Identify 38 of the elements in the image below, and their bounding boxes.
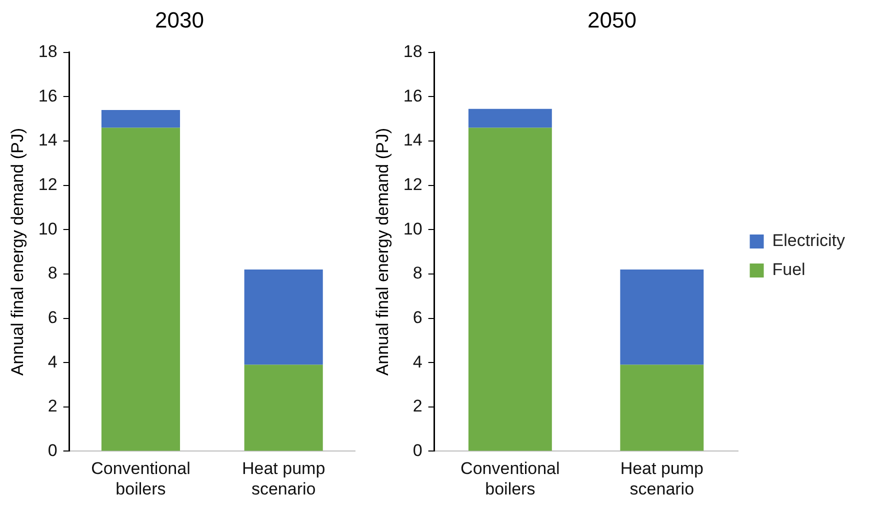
y-tick-label: 16 [403, 86, 422, 106]
y-tick-label: 12 [403, 175, 422, 194]
y-tick-label: 6 [412, 308, 422, 327]
y-tick-label: 12 [38, 175, 58, 194]
y-tick-label: 16 [38, 86, 58, 106]
bar [244, 364, 323, 451]
x-tick-label: Conventional boilers [460, 459, 560, 498]
y-tick-label: 8 [48, 264, 58, 283]
y-tick-label: 0 [412, 440, 422, 460]
bar [620, 270, 704, 365]
y-tick-label: 6 [48, 308, 58, 327]
chart-title: 2050 [588, 7, 636, 32]
bar [244, 270, 323, 365]
y-axis-title: Annual final energy demand (PJ) [8, 128, 27, 376]
bar [468, 108, 552, 128]
y-tick-label: 0 [48, 440, 58, 460]
y-tick-label: 4 [412, 352, 422, 372]
x-tick-label: Heat pump scenario [242, 459, 326, 498]
chart-title: 2030 [155, 7, 204, 32]
y-tick-label: 10 [403, 219, 422, 238]
bar [101, 128, 180, 451]
legend-label: Fuel [772, 260, 806, 280]
bar [620, 364, 704, 451]
y-tick-label: 10 [38, 219, 58, 238]
y-tick-label: 2 [48, 396, 58, 416]
x-tick-label: Conventional boilers [91, 459, 190, 498]
legend-label: Electricity [772, 231, 846, 250]
y-tick-label: 18 [403, 42, 422, 62]
y-tick-label: 14 [403, 130, 422, 150]
y-tick-label: 8 [412, 264, 422, 283]
y-axis-title: Annual final energy demand (PJ) [372, 128, 392, 376]
y-tick-label: 14 [38, 130, 58, 150]
x-tick-label: Heat pump scenario [620, 459, 704, 498]
y-tick-label: 2 [412, 396, 422, 416]
y-tick-label: 18 [38, 42, 58, 62]
y-tick-label: 4 [48, 352, 58, 372]
bar [101, 110, 180, 128]
bar [468, 128, 552, 451]
